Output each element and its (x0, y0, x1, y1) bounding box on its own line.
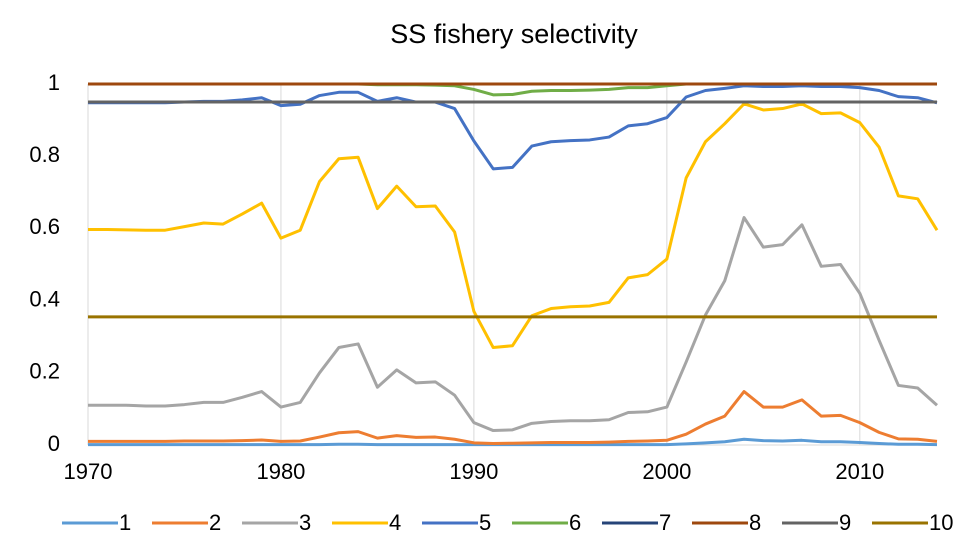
legend-label: 1 (119, 510, 131, 535)
y-tick-label: 0 (48, 431, 60, 456)
legend-label: 6 (569, 510, 581, 535)
x-tick-label: 2010 (835, 459, 884, 484)
series-line (88, 390, 938, 446)
y-tick-label: 0.8 (29, 142, 60, 167)
legend-label: 4 (389, 510, 401, 535)
series-line (88, 216, 939, 433)
y-tick-label: 0.2 (29, 359, 60, 384)
legend-label: 8 (749, 510, 761, 535)
legend-label: 2 (209, 510, 221, 535)
chart-title: SS fishery selectivity (390, 19, 638, 49)
legend-label: 5 (479, 510, 491, 535)
x-tick-label: 1980 (256, 459, 305, 484)
legend-label: 7 (659, 510, 671, 535)
series-line (88, 102, 939, 350)
x-tick-label: 1970 (64, 459, 113, 484)
y-tick-label: 0.6 (29, 214, 60, 239)
y-tick-label: 0.4 (29, 286, 60, 311)
x-tick-label: 2000 (642, 459, 691, 484)
y-tick-label: 1 (48, 70, 60, 95)
x-tick-label: 1990 (449, 459, 498, 484)
legend-label: 3 (299, 510, 311, 535)
series-line (88, 84, 938, 171)
legend-label: 10 (929, 510, 953, 535)
legend-label: 9 (839, 510, 851, 535)
